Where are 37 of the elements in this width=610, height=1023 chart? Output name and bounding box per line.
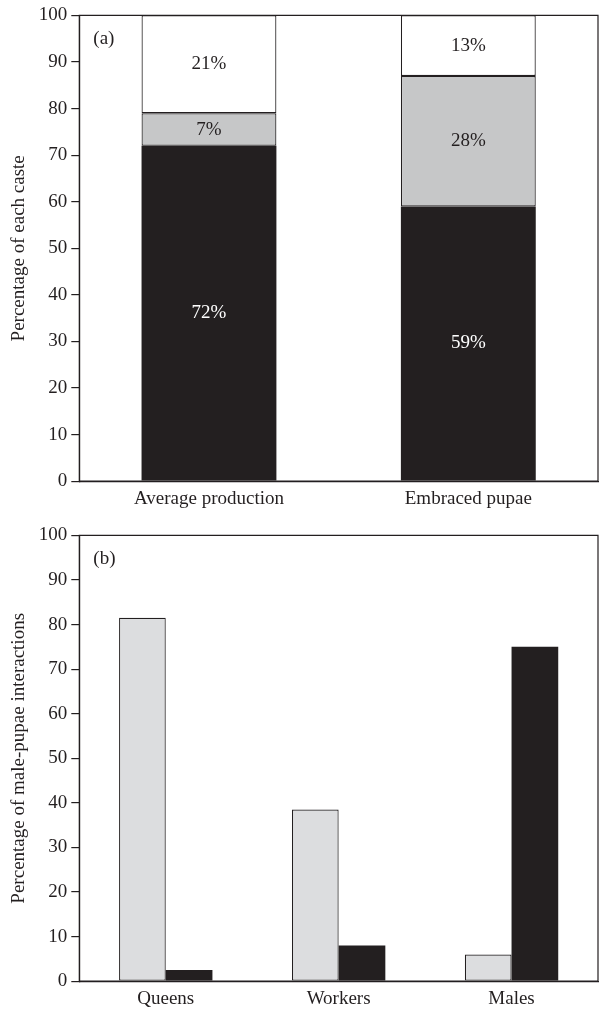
y-tick-label: 90 [48, 49, 68, 71]
y-tick-label: 0 [57, 469, 68, 491]
y-tick-label: 100 [38, 523, 68, 545]
y-tick-label: 30 [48, 835, 68, 857]
annotation: (b) [93, 546, 116, 569]
x-tick-label: Queens [137, 986, 195, 1008]
data-label: 13% [450, 33, 486, 55]
annotation: (a) [93, 26, 115, 49]
y-tick-label: 70 [48, 143, 68, 165]
data-label: 28% [450, 129, 486, 151]
y-tick-label: 70 [48, 657, 68, 679]
x-tick-label: Average production [133, 486, 285, 508]
y-tick-label: 10 [48, 422, 68, 444]
data-label: 7% [196, 117, 222, 139]
x-tick-label: Males [488, 986, 535, 1008]
y-tick-label: 20 [48, 880, 68, 902]
y-tick-label: 60 [48, 189, 68, 211]
data-label: 21% [191, 52, 227, 74]
y-tick-label: 50 [48, 236, 68, 258]
y-tick-label: 80 [48, 96, 68, 118]
y-tick-label: 30 [48, 329, 68, 351]
data-label: 72% [191, 301, 227, 323]
y-tick-label: 20 [48, 376, 68, 398]
y-tick-label: 80 [48, 612, 68, 634]
data-label: 59% [450, 331, 486, 353]
y-axis-title: Percentage of each caste [7, 155, 29, 342]
y-tick-label: 50 [48, 746, 68, 768]
x-tick-label: Workers [306, 986, 371, 1008]
y-tick-label: 100 [38, 3, 68, 25]
y-axis-title: Percentage of male-pupae interactions [7, 612, 29, 904]
y-tick-label: 40 [48, 282, 68, 304]
y-tick-label: 0 [57, 969, 68, 991]
y-tick-label: 60 [48, 701, 68, 723]
y-tick-label: 40 [48, 790, 68, 812]
y-tick-label: 10 [48, 924, 68, 946]
x-tick-label: Embraced pupae [404, 486, 532, 508]
y-tick-label: 90 [48, 567, 68, 589]
